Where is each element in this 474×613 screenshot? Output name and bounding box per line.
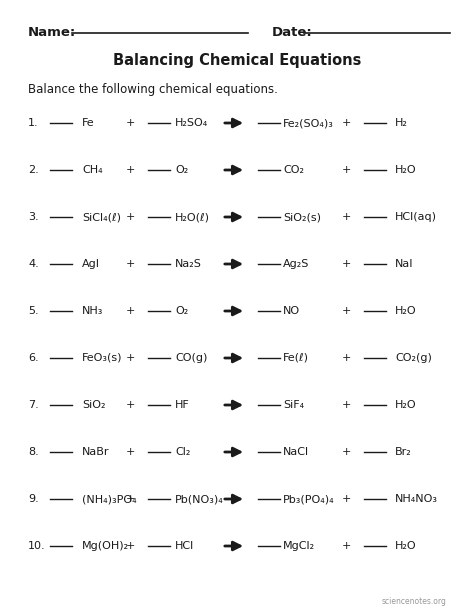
Text: +: +: [125, 118, 135, 128]
Text: +: +: [341, 400, 351, 410]
Text: 2.: 2.: [28, 165, 39, 175]
Text: +: +: [125, 212, 135, 222]
Text: CO₂: CO₂: [283, 165, 304, 175]
Text: +: +: [125, 541, 135, 551]
Text: H₂: H₂: [395, 118, 408, 128]
Text: 6.: 6.: [28, 353, 38, 363]
Text: +: +: [125, 400, 135, 410]
Text: Balance the following chemical equations.: Balance the following chemical equations…: [28, 83, 278, 96]
Text: sciencenotes.org: sciencenotes.org: [381, 596, 446, 606]
Text: MgCl₂: MgCl₂: [283, 541, 315, 551]
Text: SiF₄: SiF₄: [283, 400, 304, 410]
Text: Cl₂: Cl₂: [175, 447, 191, 457]
Text: HCl(aq): HCl(aq): [395, 212, 437, 222]
Text: +: +: [125, 259, 135, 269]
Text: AgI: AgI: [82, 259, 100, 269]
Text: HF: HF: [175, 400, 190, 410]
Text: H₂O: H₂O: [395, 165, 417, 175]
Text: 4.: 4.: [28, 259, 39, 269]
Text: NaBr: NaBr: [82, 447, 109, 457]
Text: +: +: [341, 306, 351, 316]
Text: 1.: 1.: [28, 118, 38, 128]
Text: Na₂S: Na₂S: [175, 259, 202, 269]
Text: Br₂: Br₂: [395, 447, 412, 457]
Text: H₂O(ℓ): H₂O(ℓ): [175, 212, 210, 222]
Text: 5.: 5.: [28, 306, 38, 316]
Text: O₂: O₂: [175, 306, 188, 316]
Text: Ag₂S: Ag₂S: [283, 259, 310, 269]
Text: 3.: 3.: [28, 212, 38, 222]
Text: +: +: [125, 494, 135, 504]
Text: +: +: [341, 259, 351, 269]
Text: CO₂(g): CO₂(g): [395, 353, 432, 363]
Text: O₂: O₂: [175, 165, 188, 175]
Text: H₂O: H₂O: [395, 400, 417, 410]
Text: 8.: 8.: [28, 447, 39, 457]
Text: Pb(NO₃)₄: Pb(NO₃)₄: [175, 494, 224, 504]
Text: Pb₃(PO₄)₄: Pb₃(PO₄)₄: [283, 494, 335, 504]
Text: SiO₂: SiO₂: [82, 400, 106, 410]
Text: NaCl: NaCl: [283, 447, 309, 457]
Text: +: +: [125, 353, 135, 363]
Text: Fe(ℓ): Fe(ℓ): [283, 353, 309, 363]
Text: HCl: HCl: [175, 541, 194, 551]
Text: +: +: [125, 447, 135, 457]
Text: H₂O: H₂O: [395, 541, 417, 551]
Text: 9.: 9.: [28, 494, 39, 504]
Text: +: +: [341, 541, 351, 551]
Text: +: +: [125, 165, 135, 175]
Text: NaI: NaI: [395, 259, 413, 269]
Text: 10.: 10.: [28, 541, 46, 551]
Text: +: +: [125, 306, 135, 316]
Text: Fe₂(SO₄)₃: Fe₂(SO₄)₃: [283, 118, 334, 128]
Text: +: +: [341, 212, 351, 222]
Text: Balancing Chemical Equations: Balancing Chemical Equations: [113, 53, 361, 67]
Text: H₂SO₄: H₂SO₄: [175, 118, 208, 128]
Text: Fe: Fe: [82, 118, 95, 128]
Text: SiO₂(s): SiO₂(s): [283, 212, 321, 222]
Text: +: +: [341, 118, 351, 128]
Text: +: +: [341, 447, 351, 457]
Text: NH₄NO₃: NH₄NO₃: [395, 494, 438, 504]
Text: H₂O: H₂O: [395, 306, 417, 316]
Text: Mg(OH)₂: Mg(OH)₂: [82, 541, 129, 551]
Text: NH₃: NH₃: [82, 306, 103, 316]
Text: 7.: 7.: [28, 400, 39, 410]
Text: +: +: [341, 165, 351, 175]
Text: +: +: [341, 494, 351, 504]
Text: Date:: Date:: [272, 26, 313, 39]
Text: +: +: [341, 353, 351, 363]
Text: SiCl₄(ℓ): SiCl₄(ℓ): [82, 212, 121, 222]
Text: Name:: Name:: [28, 26, 76, 39]
Text: NO: NO: [283, 306, 300, 316]
Text: (NH₄)₃PO₄: (NH₄)₃PO₄: [82, 494, 137, 504]
Text: CH₄: CH₄: [82, 165, 103, 175]
Text: CO(g): CO(g): [175, 353, 207, 363]
Text: FeO₃(s): FeO₃(s): [82, 353, 122, 363]
